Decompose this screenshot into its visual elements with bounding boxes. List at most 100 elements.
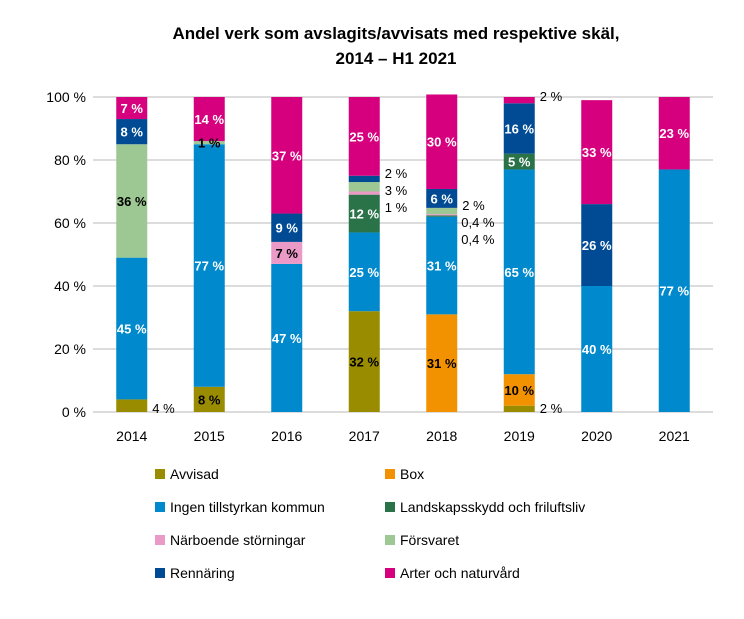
data-label: 2 % <box>385 166 408 181</box>
bar-segment <box>348 175 380 183</box>
legend: Avvisad Box Ingen tillstyrkan kommun Landsk… <box>155 466 585 581</box>
y-tick-label: 60 % <box>54 215 86 231</box>
legend-label: Box <box>400 466 424 482</box>
data-label: 2 % <box>462 198 485 213</box>
bar-segment <box>658 97 690 170</box>
data-label: 77 % <box>194 259 224 274</box>
bar-segment <box>348 182 380 192</box>
y-tick-label: 100 % <box>46 89 86 105</box>
data-label: 7 % <box>121 101 144 116</box>
x-tick-label: 2016 <box>271 428 302 444</box>
bar-segment <box>426 216 458 315</box>
y-axis-ticks: 0 % 20 % 40 % 60 % 80 % 100 % <box>46 89 86 420</box>
data-label: 36 % <box>117 194 147 209</box>
bar-segment <box>271 213 303 242</box>
bar-segment <box>426 188 458 208</box>
data-label: 2 % <box>540 401 563 416</box>
data-label: 37 % <box>272 148 302 163</box>
data-label: 7 % <box>276 246 299 261</box>
data-label: 23 % <box>659 126 689 141</box>
data-label: 1 % <box>385 200 408 215</box>
data-label: 3 % <box>385 183 408 198</box>
bar-segment <box>116 97 148 120</box>
data-label: 31 % <box>427 356 457 371</box>
bars <box>116 94 690 412</box>
data-label: 45 % <box>117 322 147 337</box>
data-label: 77 % <box>659 284 689 299</box>
data-labels: 4 % 45 % 36 % 8 % 7 % 8 % 77 % 1 % 14 % 47 % 7 % 9 … <box>117 89 690 416</box>
legend-label: Arter och naturvård <box>400 565 520 581</box>
legend-label: Avvisad <box>170 466 219 482</box>
data-label: 31 % <box>427 259 457 274</box>
data-label: 47 % <box>272 331 302 346</box>
legend-item: Ingen tillstyrkan kommun <box>155 499 325 515</box>
legend-item: Landskapsskydd och friluftsliv <box>385 499 585 515</box>
data-label: 26 % <box>582 238 612 253</box>
gridlines <box>93 96 713 413</box>
data-label: 25 % <box>349 129 379 144</box>
bar-segment <box>193 97 225 142</box>
bar-segment <box>426 215 458 217</box>
legend-item: Rennäring <box>155 565 235 581</box>
data-label: 14 % <box>194 112 224 127</box>
bar-segment <box>503 103 535 154</box>
bar-segment <box>426 314 458 412</box>
data-label: 5 % <box>508 155 531 170</box>
data-label: 8 % <box>198 392 221 407</box>
legend-label: Rennäring <box>170 565 235 581</box>
bar-segment <box>116 257 148 400</box>
legend-swatch <box>385 535 395 545</box>
bar-segment <box>116 144 148 258</box>
bar-segment <box>503 405 535 412</box>
bar-segment <box>658 169 690 412</box>
legend-swatch <box>155 535 165 545</box>
data-label: 30 % <box>427 135 457 150</box>
bar-segment <box>271 97 303 214</box>
x-tick-label: 2020 <box>581 428 612 444</box>
bar-segment <box>503 97 535 104</box>
x-tick-label: 2015 <box>194 428 225 444</box>
chart-title-line-1: Andel verk som avslagits/avvisats med re… <box>173 24 620 43</box>
legend-swatch <box>385 568 395 578</box>
bar-segment <box>271 241 303 264</box>
legend-swatch <box>155 568 165 578</box>
legend-swatch <box>385 502 395 512</box>
data-label: 0,4 % <box>461 215 495 230</box>
legend-item: Box <box>385 466 424 482</box>
bar-segment <box>348 194 380 233</box>
data-label: 25 % <box>349 265 379 280</box>
legend-label: Närboende störningar <box>170 532 306 548</box>
legend-item: Närboende störningar <box>155 532 306 548</box>
bar-segment <box>503 374 535 406</box>
legend-item: Avvisad <box>155 466 219 482</box>
bar-segment <box>426 214 458 216</box>
bar-segment <box>116 399 148 412</box>
data-label: 1 % <box>198 136 221 151</box>
legend-swatch <box>385 469 395 479</box>
y-tick-label: 80 % <box>54 152 86 168</box>
bar-segment <box>503 169 535 375</box>
bar-segment <box>348 97 380 176</box>
bar-segment <box>426 94 458 189</box>
data-label: 32 % <box>349 355 379 370</box>
bar-segment <box>348 232 380 312</box>
legend-label: Ingen tillstyrkan kommun <box>170 499 325 515</box>
data-label: 6 % <box>431 191 454 206</box>
data-label: 4 % <box>152 401 175 416</box>
data-label: 40 % <box>582 342 612 357</box>
data-label: 8 % <box>121 125 144 140</box>
data-label: 9 % <box>276 221 299 236</box>
data-label: 0,4 % <box>461 232 495 247</box>
legend-item: Försvaret <box>385 532 459 548</box>
y-tick-label: 0 % <box>62 404 86 420</box>
legend-label: Försvaret <box>400 532 459 548</box>
data-label: 2 % <box>540 89 563 104</box>
bar-segment <box>348 191 380 195</box>
x-tick-label: 2018 <box>426 428 457 444</box>
data-label: 65 % <box>504 265 534 280</box>
x-tick-label: 2017 <box>349 428 380 444</box>
x-tick-label: 2019 <box>504 428 535 444</box>
legend-item: Arter och naturvård <box>385 565 520 581</box>
legend-label: Landskapsskydd och friluftsliv <box>400 499 585 515</box>
